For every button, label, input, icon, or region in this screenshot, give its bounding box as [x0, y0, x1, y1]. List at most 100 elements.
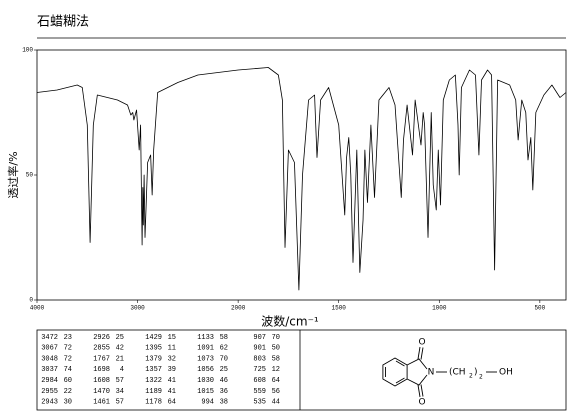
peak-wavenumber: 1073: [197, 355, 214, 363]
peak-transmittance: 30: [64, 399, 72, 407]
benzene-ring: [382, 357, 408, 387]
chain-label: ): [474, 368, 478, 378]
chain-label: (CH: [449, 368, 466, 378]
peak-transmittance: 70: [220, 355, 228, 363]
peak-transmittance: 25: [116, 334, 124, 342]
x-tick-label: 3000: [130, 305, 145, 312]
peak-wavenumber: 994: [201, 399, 214, 407]
carbonyl: [420, 384, 424, 397]
peak-transmittance: 39: [168, 366, 176, 374]
peak-transmittance: 74: [64, 366, 72, 374]
atom-label: O: [418, 398, 425, 408]
peak-transmittance: 4: [120, 366, 124, 374]
spectrum-line: [36, 67, 567, 291]
x-tick-label: 1000: [432, 305, 447, 312]
peak-wavenumber: 1015: [197, 388, 214, 396]
peak-transmittance: 56: [272, 388, 280, 396]
peak-wavenumber: 2926: [93, 334, 110, 342]
peak-transmittance: 60: [64, 377, 72, 385]
peak-wavenumber: 2943: [41, 399, 58, 407]
peak-transmittance: 23: [64, 334, 72, 342]
peak-wavenumber: 1461: [93, 399, 110, 407]
peak-wavenumber: 1091: [197, 345, 214, 353]
peak-wavenumber: 3037: [41, 366, 58, 374]
x-tick-label: 500: [534, 305, 545, 312]
peak-transmittance: 44: [272, 399, 280, 407]
double-bond: [395, 360, 405, 367]
peak-transmittance: 57: [116, 399, 124, 407]
peak-wavenumber: 2955: [41, 388, 58, 396]
peak-wavenumber: 1395: [145, 345, 162, 353]
peak-transmittance: 64: [272, 377, 280, 385]
peak-wavenumber: 1470: [93, 388, 110, 396]
peak-transmittance: 62: [220, 345, 228, 353]
peak-transmittance: 32: [168, 355, 176, 363]
peak-transmittance: 72: [64, 355, 72, 363]
plot-frame: [36, 49, 567, 301]
atom-label: N: [428, 368, 435, 378]
y-tick-label: 100: [22, 47, 33, 54]
chain-subscript: 2: [479, 374, 483, 381]
peak-wavenumber: 559: [253, 388, 266, 396]
peak-wavenumber: 1178: [145, 399, 162, 407]
peak-wavenumber: 1133: [197, 334, 214, 342]
peak-transmittance: 15: [168, 334, 176, 342]
peak-wavenumber: 901: [253, 345, 266, 353]
atom-label: O: [418, 338, 425, 348]
peak-transmittance: 38: [220, 399, 228, 407]
peak-table-frame: [36, 329, 567, 411]
chain-subscript: 2: [469, 373, 473, 380]
atom-label: OH: [499, 368, 513, 378]
peak-transmittance: 58: [220, 334, 228, 342]
peak-wavenumber: 1608: [93, 377, 110, 385]
peak-wavenumber: 1189: [145, 388, 162, 396]
peak-wavenumber: 725: [253, 366, 266, 374]
x-tick-label: 4000: [30, 305, 45, 312]
carbonyl: [417, 384, 421, 398]
ring-bond: [406, 374, 428, 386]
peak-transmittance: 46: [220, 377, 228, 385]
peak-wavenumber: 608: [253, 377, 266, 385]
peak-wavenumber: 535: [253, 399, 266, 407]
peak-transmittance: 41: [168, 388, 176, 396]
peak-transmittance: 50: [272, 345, 280, 353]
peak-transmittance: 64: [168, 399, 176, 407]
x-tick-label: 2000: [231, 305, 246, 312]
peak-wavenumber: 3048: [41, 355, 58, 363]
peak-wavenumber: 803: [253, 355, 266, 363]
peak-wavenumber: 1379: [145, 355, 162, 363]
peak-transmittance: 34: [116, 388, 124, 396]
peak-wavenumber: 1429: [145, 334, 162, 342]
x-axis-label: 波数/cm⁻¹: [261, 314, 319, 329]
peak-wavenumber: 2855: [93, 345, 110, 353]
peak-wavenumber: 3472: [41, 334, 58, 342]
peak-wavenumber: 1767: [93, 355, 110, 363]
peak-transmittance: 58: [272, 355, 280, 363]
y-tick-label: 50: [26, 172, 34, 179]
peak-transmittance: 72: [64, 345, 72, 353]
peak-wavenumber: 2984: [41, 377, 58, 385]
peak-transmittance: 11: [168, 345, 176, 353]
carbonyl: [420, 347, 424, 360]
peak-wavenumber: 1056: [197, 366, 214, 374]
chart-title: 石蜡糊法: [37, 14, 89, 30]
peak-transmittance: 21: [116, 355, 124, 363]
peak-wavenumber: 1698: [93, 366, 110, 374]
peak-transmittance: 25: [220, 366, 228, 374]
peak-transmittance: 12: [272, 366, 280, 374]
peak-transmittance: 41: [168, 377, 176, 385]
peak-wavenumber: 3067: [41, 345, 58, 353]
peak-wavenumber: 1322: [145, 377, 162, 385]
peak-transmittance: 70: [272, 334, 280, 342]
peak-transmittance: 57: [116, 377, 124, 385]
peak-wavenumber: 907: [253, 334, 266, 342]
x-tick-label: 1500: [332, 305, 347, 312]
peak-wavenumber: 1030: [197, 377, 214, 385]
double-bond: [395, 377, 405, 384]
peak-transmittance: 42: [116, 345, 124, 353]
peak-wavenumber: 1357: [145, 366, 162, 374]
y-tick-label: 0: [29, 297, 33, 304]
structure-drawing: [382, 346, 497, 398]
